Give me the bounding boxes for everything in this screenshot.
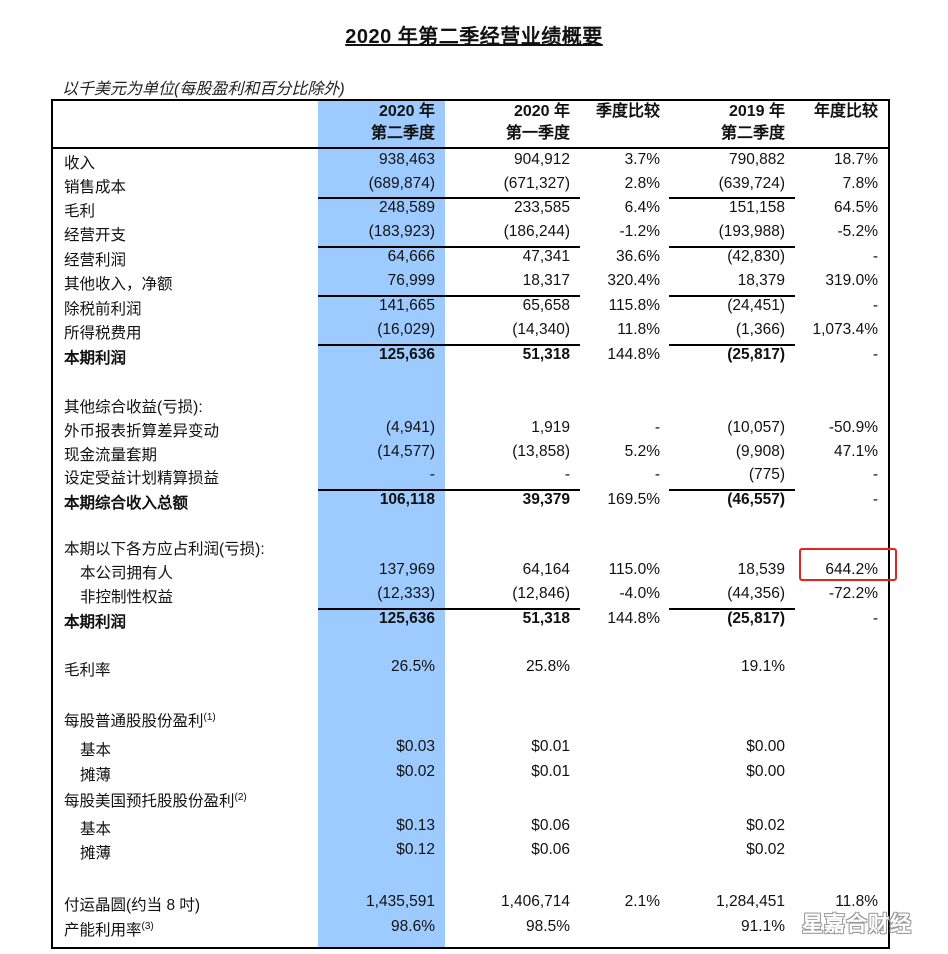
table-row: 其他收入，净额 76,999 18,317 320.4% 18,379 319.0%: [64, 272, 878, 293]
col-header-2019q2: 2019 年第二季度: [720, 103, 785, 142]
table-row: 经营开支 (183,923) (186,244) -1.2% (193,988) -…: [64, 223, 878, 244]
subtotal-rule: [318, 608, 580, 610]
watermark-text: 星嘉合财经: [802, 913, 912, 936]
table-row: 收入 938,463 904,912 3.7% 790,882 18.7%: [64, 151, 878, 172]
table-header: 2020 年第二季度 2020 年第一季度 季度比较 2019 年第二季度 年度…: [53, 101, 888, 149]
table-row: 非控制性权益 (12,333) (12,846) -4.0% (44,356) -7…: [80, 585, 878, 606]
table-row-total-comprehensive-income: 本期综合收入总额 106,118 39,379 169.5% (46,557) -: [64, 491, 878, 512]
subtotal-rule: [669, 608, 795, 610]
table-row-net-profit: 本期利润 125,636 51,318 144.8% (25,817) -: [64, 346, 878, 367]
table-row: 本公司拥有人 137,969 64,164 115.0% 18,539 644.2%: [80, 561, 878, 582]
table-row: 现金流量套期 (14,577) (13,858) 5.2% (9,908) 47.1…: [64, 443, 878, 464]
section-heading: 本期以下各方应占利润(亏损):: [64, 541, 265, 558]
subtotal-rule: [669, 344, 795, 346]
table-row-net-profit-attrib: 本期利润 125,636 51,318 144.8% (25,817) -: [64, 610, 878, 631]
subtotal-rule: [318, 197, 580, 199]
table-row: 销售成本 (689,874) (671,327) 2.8% (639,724) 7.…: [64, 175, 878, 196]
highlighted-yoy-value: 644.2%: [825, 561, 878, 578]
subtotal-rule: [669, 246, 795, 248]
subtotal-rule: [669, 197, 795, 199]
section-heading: 每股美国预托股股份盈利(2): [64, 791, 247, 810]
table-row: 除税前利润 141,665 65,658 115.8% (24,451) -: [64, 297, 878, 318]
table-row: 付运晶圆(约当 8 吋) 1,435,591 1,406,714 2.1% 1,28…: [64, 893, 878, 914]
col-header-2020q1: 2020 年第一季度: [505, 103, 570, 142]
subtotal-rule: [318, 489, 580, 491]
table-row: 摊薄 $0.02 $0.01 $0.00: [80, 763, 785, 784]
table-row: 所得税费用 (16,029) (14,340) 11.8% (1,366) 1,07…: [64, 321, 878, 342]
section-heading: 每股普通股股份盈利(1): [64, 711, 216, 730]
subtotal-rule: [669, 295, 795, 297]
col-header-2020q2: 2020 年第二季度: [370, 103, 435, 142]
section-heading: 其他综合收益(亏损):: [64, 399, 203, 416]
report-title: 2020 年第二季经营业绩概要: [345, 26, 603, 48]
current-quarter-highlight-column: [318, 101, 445, 947]
subtotal-rule: [669, 489, 795, 491]
table-row: 经营利润 64,666 47,341 36.6% (42,830) -: [64, 248, 878, 269]
col-header-qoq: 季度比较: [595, 103, 660, 120]
table-row: 基本 $0.03 $0.01 $0.00: [80, 738, 785, 759]
subtotal-rule: [318, 246, 580, 248]
table-row: 摊薄 $0.12 $0.06 $0.02: [80, 841, 785, 862]
financial-summary-table: 2020 年第二季度 2020 年第一季度 季度比较 2019 年第二季度 年度…: [51, 99, 897, 949]
unit-note: 以千美元为单位(每股盈利和百分比除外): [62, 81, 345, 98]
table-row: 毛利 248,589 233,585 6.4% 151,158 64.5%: [64, 199, 878, 220]
subtotal-rule: [318, 295, 580, 297]
table-row: 外币报表折算差异变动 (4,941) 1,919 - (10,057) -50.9%: [64, 419, 878, 440]
table-row: 产能利用率(3) 98.6% 98.5% 91.1%: [64, 918, 785, 939]
subtotal-rule: [318, 344, 580, 346]
annotation-highlight-box: [799, 548, 897, 581]
table-row: 基本 $0.13 $0.06 $0.02: [80, 817, 785, 838]
table-row: 设定受益计划精算损益 -- - (775) -: [64, 466, 878, 487]
table-row: 毛利率 26.5% 25.8% 19.1%: [64, 658, 785, 679]
col-header-yoy: 年度比较: [813, 103, 878, 120]
